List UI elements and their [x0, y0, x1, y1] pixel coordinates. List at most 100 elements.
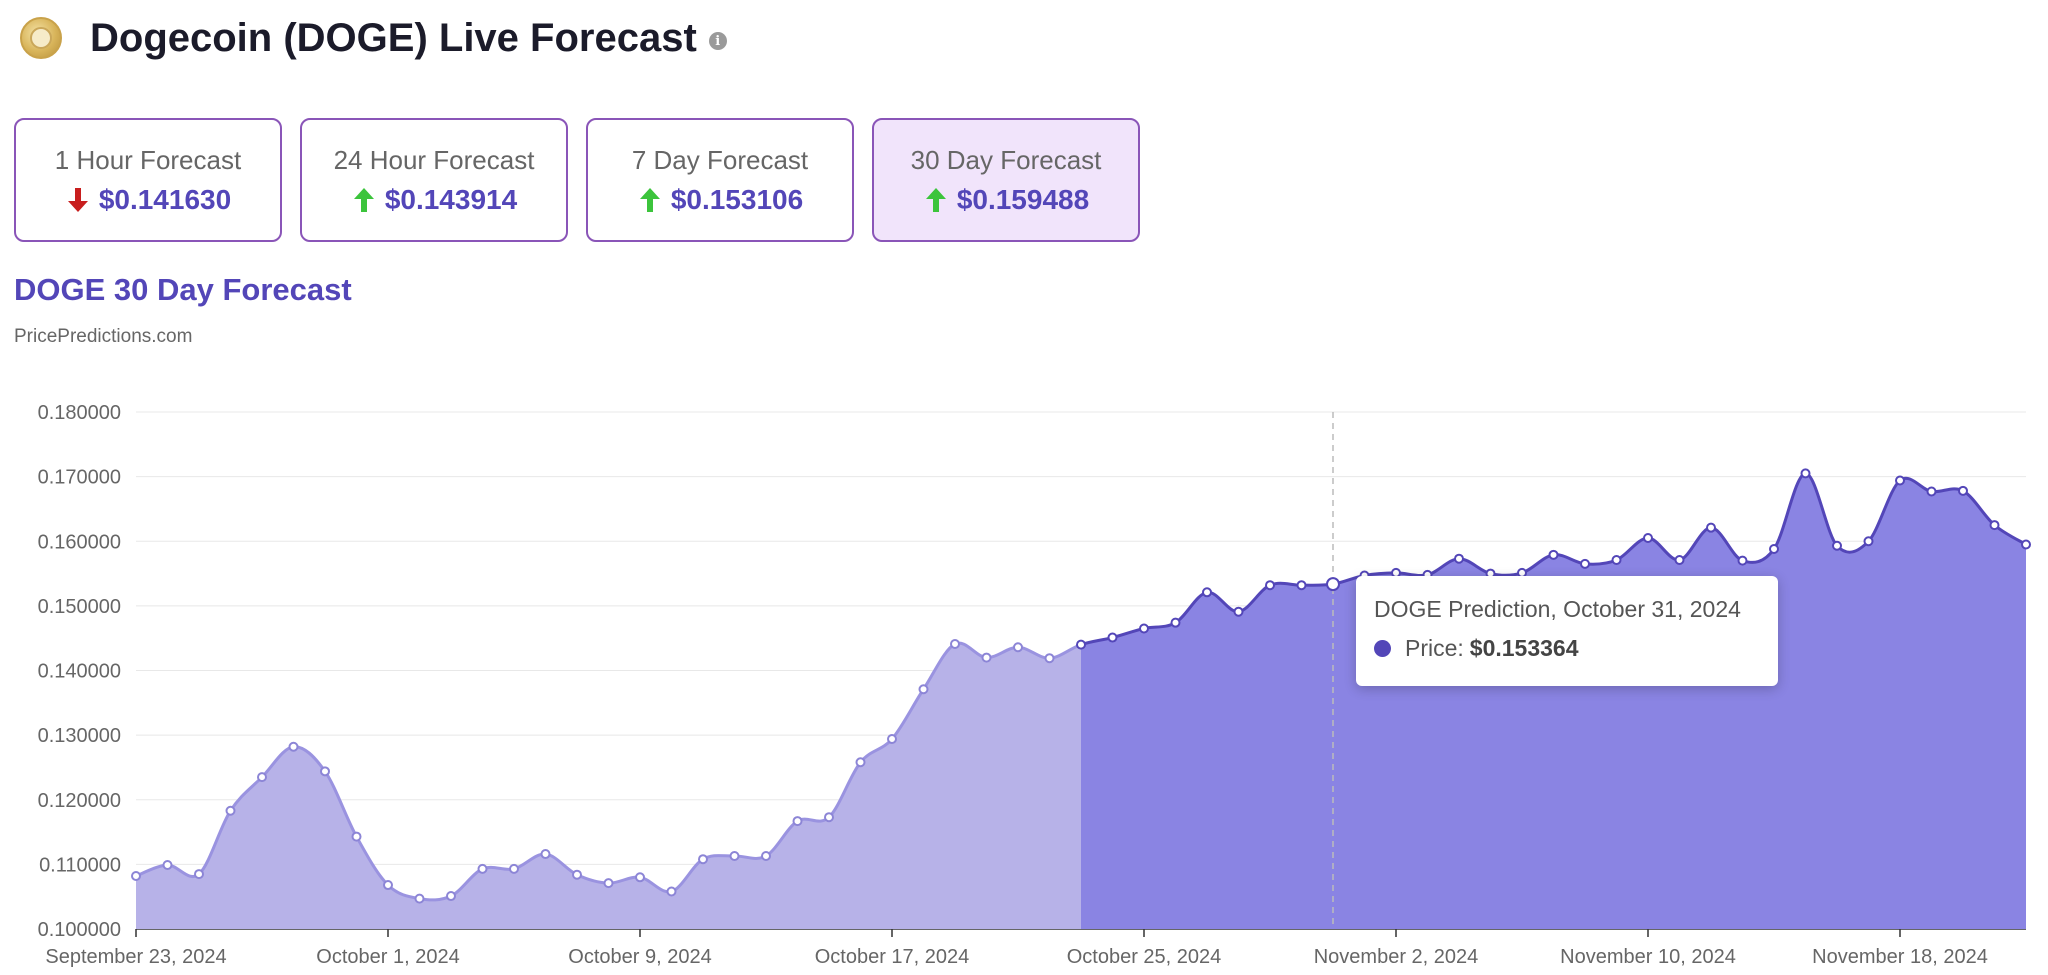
arrow-down-icon [67, 187, 88, 212]
data-point [477, 863, 488, 874]
data-point [855, 757, 866, 768]
data-point [729, 850, 740, 861]
data-point [162, 860, 173, 871]
page-header: Dogecoin (DOGE) Live Forecast i [20, 8, 727, 68]
data-point [1769, 544, 1779, 555]
data-point [1013, 642, 1023, 653]
data-point [1958, 485, 1968, 496]
forecast-card-label: 24 Hour Forecast [333, 144, 535, 175]
x-tick-label: October 17, 2024 [815, 946, 970, 968]
data-point [1170, 617, 1181, 628]
arrow-up-icon [639, 187, 660, 212]
data-point [1202, 587, 1212, 598]
data-point [1706, 522, 1716, 533]
x-tick-label: October 1, 2024 [316, 946, 459, 968]
x-tick-label: November 2, 2024 [1314, 946, 1479, 968]
forecast-cards: 1 Hour Forecast $0.141630 24 Hour Foreca… [14, 118, 1140, 242]
data-point [572, 869, 582, 880]
data-point [666, 886, 677, 897]
data-point [320, 766, 330, 777]
y-tick-label: 0.150000 [38, 596, 121, 618]
y-tick-label: 0.170000 [38, 467, 121, 489]
forecast-card-label: 1 Hour Forecast [54, 144, 242, 175]
forecast-card-1-hour[interactable]: 1 Hour Forecast $0.141630 [14, 118, 282, 242]
data-point [1895, 475, 1905, 486]
data-point [1611, 554, 1622, 565]
y-tick-label: 0.110000 [39, 854, 121, 876]
y-tick-label: 0.130000 [38, 725, 121, 747]
data-point [1233, 606, 1244, 617]
data-point [2021, 539, 2031, 550]
data-point [1674, 554, 1685, 565]
data-point [257, 772, 267, 783]
data-point [1107, 632, 1118, 643]
data-point [698, 854, 708, 865]
y-tick-label: 0.120000 [38, 790, 121, 812]
data-point [225, 805, 236, 816]
data-point [414, 893, 425, 904]
forecast-card-label: 7 Day Forecast [631, 144, 809, 175]
y-tick-label: 0.180000 [38, 402, 121, 424]
data-point [383, 880, 393, 891]
data-point [351, 831, 362, 842]
historical-area [136, 643, 1081, 929]
data-point [918, 684, 929, 695]
data-point [446, 891, 456, 902]
highlighted-point [1326, 577, 1340, 592]
data-point [950, 639, 960, 650]
chart-title: DOGE 30 Day Forecast [14, 272, 352, 307]
data-point [1265, 580, 1275, 591]
chart-source: PricePredictions.com [14, 326, 193, 347]
data-point [792, 816, 803, 827]
data-point [1832, 540, 1842, 551]
chart-tooltip: DOGE Prediction, October 31, 2024 Price:… [1356, 576, 1778, 686]
data-point [1737, 555, 1748, 566]
info-icon[interactable]: i [708, 32, 727, 50]
forecast-card-value: $0.159488 [956, 183, 1090, 215]
data-point [288, 741, 299, 752]
y-tick-label: 0.100000 [38, 919, 121, 941]
data-point [1863, 536, 1874, 547]
forecast-card-value: $0.153106 [670, 183, 804, 215]
data-point [981, 652, 992, 663]
data-point [824, 812, 834, 823]
forecast-card-30-day[interactable]: 30 Day Forecast $0.159488 [872, 118, 1140, 242]
tooltip-series-marker [1374, 640, 1391, 657]
arrow-up-icon [925, 187, 946, 212]
x-tick-label: September 23, 2024 [45, 946, 226, 968]
data-point [1548, 549, 1559, 560]
x-tick-label: November 10, 2024 [1560, 946, 1736, 968]
forecast-card-label: 30 Day Forecast [910, 144, 1102, 175]
tooltip-title: DOGE Prediction, October 31, 2024 [1374, 596, 1741, 622]
data-point [761, 850, 771, 861]
data-point [1989, 520, 2000, 531]
data-point [1800, 468, 1811, 479]
forecast-card-7-day[interactable]: 7 Day Forecast $0.153106 [586, 118, 854, 242]
data-point [1296, 580, 1307, 591]
data-point [1643, 533, 1653, 544]
data-point [1139, 623, 1149, 634]
data-point [509, 863, 519, 874]
data-point [1580, 558, 1590, 569]
forecast-card-value: $0.141630 [98, 183, 232, 215]
y-tick-label: 0.160000 [38, 531, 121, 553]
tooltip-value: $0.153364 [1469, 635, 1579, 661]
forecast-card-24-hour[interactable]: 24 Hour Forecast $0.143914 [300, 118, 568, 242]
tooltip-label: Price: [1405, 635, 1464, 661]
dogecoin-logo-icon [20, 17, 62, 59]
data-point [540, 849, 551, 860]
data-point [603, 878, 614, 889]
forecast-card-value: $0.143914 [384, 183, 518, 215]
data-point [1076, 639, 1086, 650]
data-point [635, 872, 645, 883]
data-point [1044, 653, 1055, 664]
data-point [194, 869, 204, 880]
x-tick-label: November 18, 2024 [1812, 946, 1988, 968]
data-point [887, 734, 897, 745]
arrow-up-icon [353, 187, 374, 212]
x-tick-label: October 25, 2024 [1067, 946, 1222, 968]
data-point [131, 871, 141, 882]
forecast-area [1081, 473, 2026, 929]
y-tick-label: 0.140000 [38, 661, 121, 683]
